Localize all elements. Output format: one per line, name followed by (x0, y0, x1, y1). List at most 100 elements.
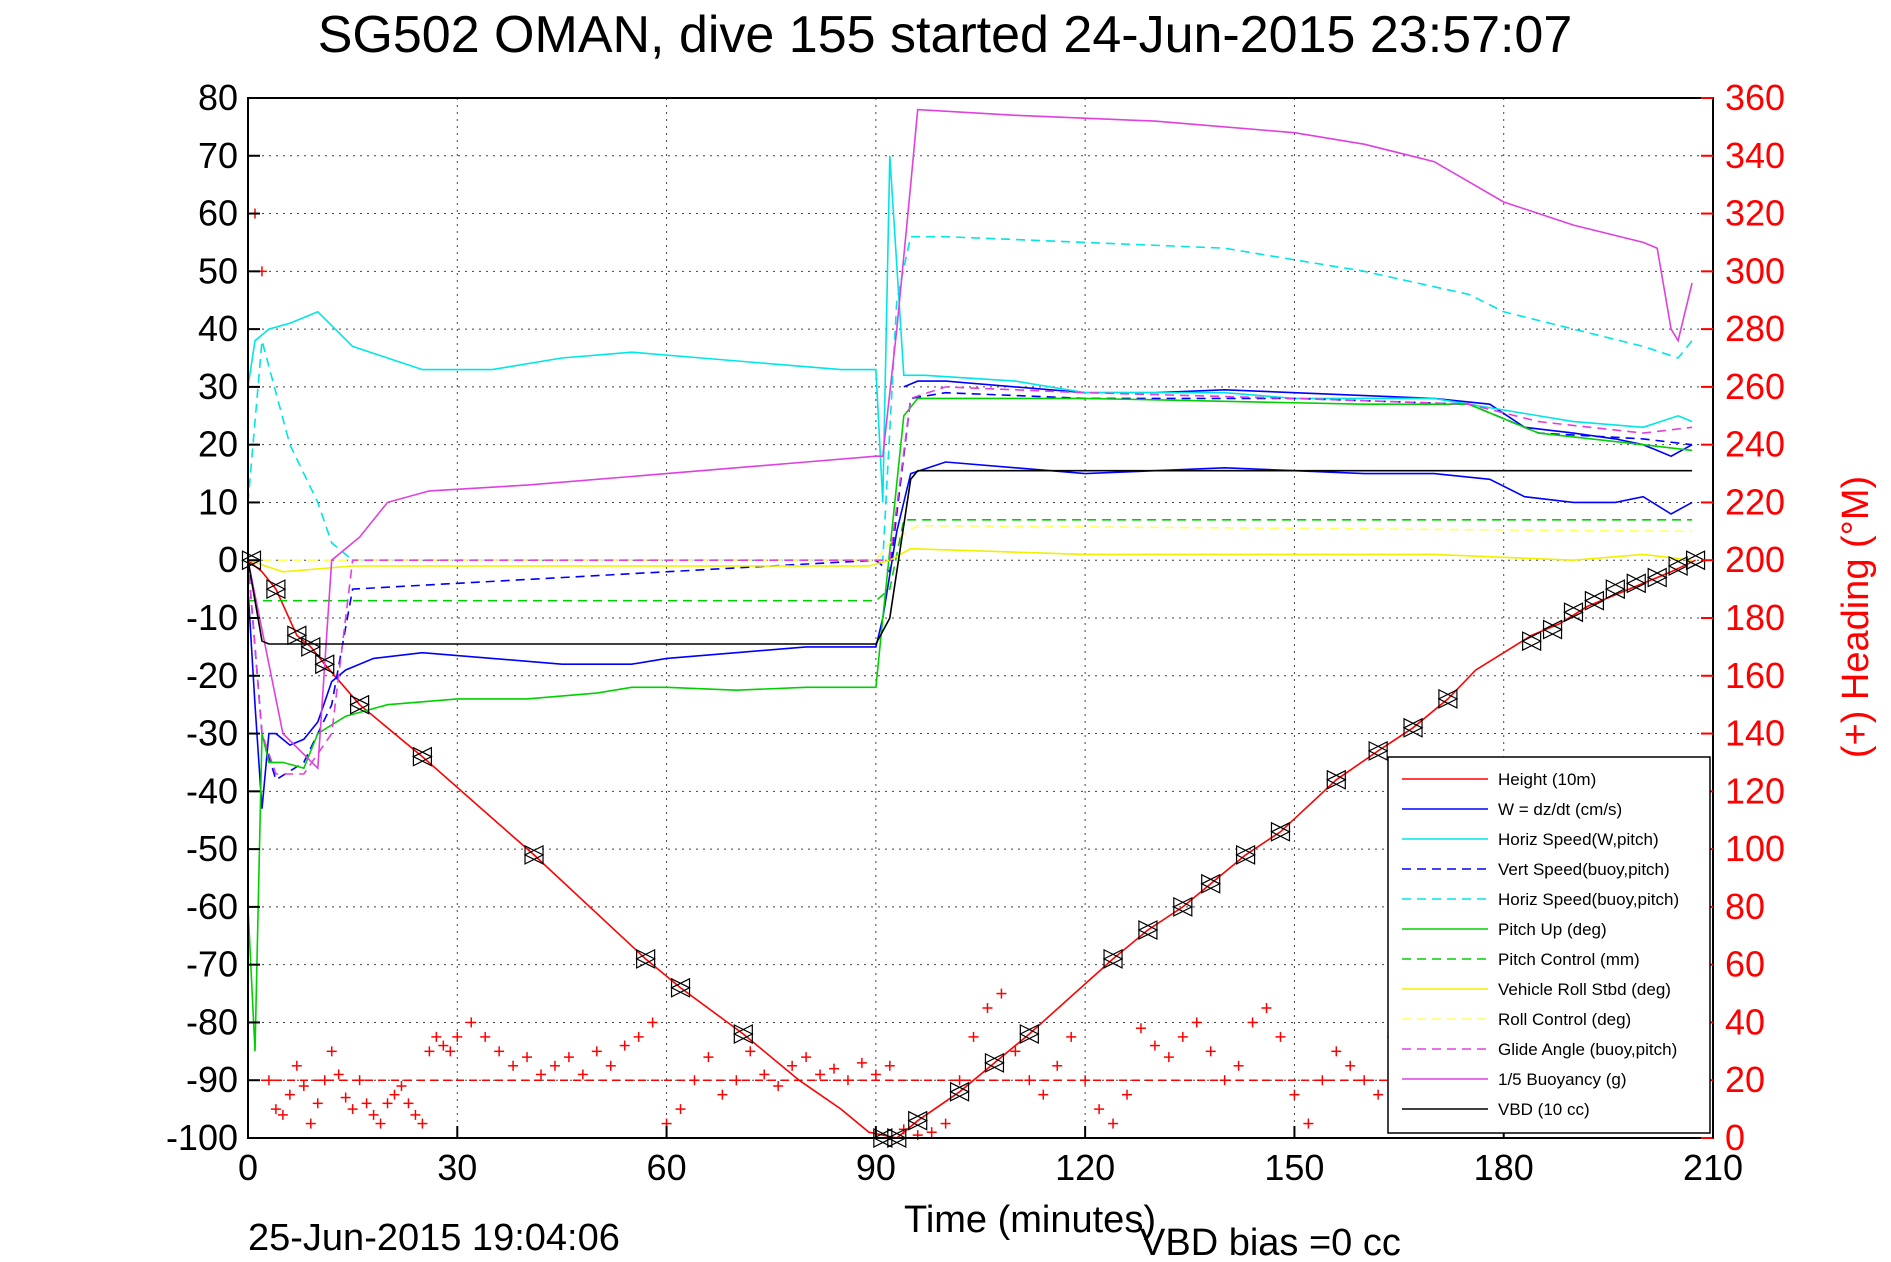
right-tick-label: 140 (1725, 713, 1785, 754)
left-tick-label: -30 (186, 713, 238, 754)
heading-point (759, 1069, 770, 1080)
heading-point (508, 1060, 519, 1071)
heading-point (647, 1017, 658, 1028)
left-tick-label: -50 (186, 828, 238, 869)
profile-marker (1604, 579, 1626, 600)
heading-point (480, 1031, 491, 1042)
legend-label: Pitch Up (deg) (1498, 920, 1607, 939)
legend-label: VBD (10 cc) (1498, 1100, 1590, 1119)
right-tick-label: 40 (1725, 1001, 1765, 1042)
left-tick-label: -10 (186, 597, 238, 638)
x-ticks: 0 30 60 90 120 150 180 210 (238, 1126, 1743, 1188)
profile-marker (349, 694, 370, 715)
heading-point (968, 1031, 979, 1042)
heading-point (1191, 1017, 1202, 1028)
right-tick-label: 280 (1725, 308, 1785, 349)
right-tick-label: 100 (1725, 828, 1785, 869)
heading-point (745, 1046, 756, 1057)
x-tick-label: 30 (437, 1147, 477, 1188)
profile-marker (523, 844, 545, 865)
profile-marker (1018, 1024, 1040, 1044)
heading-point (954, 1075, 965, 1086)
heading-point (870, 1069, 881, 1080)
series-line-horiz-speed-buoy-pitch- (247, 235, 1693, 562)
heading-point (270, 1104, 281, 1115)
heading-point (424, 1046, 435, 1057)
profile-marker (1437, 688, 1459, 709)
timestamp-footer: 25-Jun-2015 19:04:06 (248, 1217, 620, 1259)
vbd-bias-footer: VBD bias =0 cc (1140, 1222, 1401, 1262)
heading-point (494, 1046, 505, 1057)
heading-point (417, 1118, 428, 1129)
left-tick-label: 10 (198, 481, 238, 522)
heading-point (1275, 1031, 1286, 1042)
left-tick-label: 20 (198, 424, 238, 465)
left-y-ticks: 80 70 60 50 40 30 20 10 0 -10 -20 -30 -40 -50 -60 -70 -8… (166, 77, 260, 1158)
heading-point (773, 1081, 784, 1091)
right-tick-label: 20 (1725, 1059, 1765, 1100)
grid (248, 98, 1713, 1138)
left-tick-label: 40 (198, 308, 238, 349)
heading-point (675, 1104, 686, 1115)
right-y-axis-label: (+) Heading (°M) (1835, 476, 1877, 758)
right-tick-label: 0 (1725, 1117, 1745, 1158)
heading-point (389, 1089, 400, 1100)
x-tick-label: 60 (647, 1147, 687, 1188)
heading-point (1094, 1104, 1105, 1115)
legend-label: Glide Angle (buoy,pitch) (1498, 1040, 1677, 1059)
heading-point (1205, 1046, 1216, 1057)
heading-point (731, 1075, 742, 1086)
heading-point (1135, 1023, 1146, 1034)
left-tick-label: 30 (198, 366, 238, 407)
legend-label: 1/5 Buoyancy (g) (1498, 1070, 1627, 1089)
heading-point (1303, 1118, 1314, 1129)
left-tick-label: -60 (186, 886, 238, 927)
right-tick-label: 260 (1725, 366, 1785, 407)
heading-point (1108, 1118, 1119, 1129)
left-tick-label: 60 (198, 193, 238, 234)
heading-point (842, 1075, 853, 1086)
heading-point (717, 1089, 728, 1100)
right-tick-label: 160 (1725, 655, 1785, 696)
profile-marker (265, 579, 287, 600)
profile-marker (732, 1024, 754, 1044)
right-tick-label: 60 (1725, 944, 1765, 985)
heading-point (1219, 1075, 1230, 1086)
profile-marker (1521, 631, 1542, 652)
heading-point (1247, 1017, 1258, 1028)
right-tick-label: 360 (1725, 77, 1785, 118)
heading-point (1233, 1060, 1244, 1071)
profile-marker (1646, 567, 1668, 588)
profile-marker (286, 625, 308, 646)
right-tick-label: 240 (1725, 424, 1785, 465)
profile-marker (241, 550, 262, 571)
series-line-glide-angle-buoy-pitch- (247, 386, 1693, 775)
profile-marker (1584, 590, 1605, 611)
legend-label: Vehicle Roll Stbd (deg) (1498, 980, 1671, 999)
profile-marker (670, 977, 691, 998)
legend-label: Vert Speed(buoy,pitch) (1498, 860, 1670, 879)
heading-point (689, 1075, 700, 1086)
left-tick-label: -80 (186, 1001, 238, 1042)
heading-point (1122, 1089, 1132, 1100)
heading-point (361, 1098, 372, 1109)
left-tick-label: -40 (186, 770, 238, 811)
heading-point (375, 1118, 386, 1129)
profile-marker (1270, 821, 1291, 842)
x-tick-label: 150 (1264, 1147, 1324, 1188)
series-line-w-dz-dt-cm-s- (247, 461, 1693, 809)
heading-point (445, 1046, 456, 1057)
profile-marker (300, 636, 322, 657)
legend-label: Horiz Speed(buoy,pitch) (1498, 890, 1679, 909)
left-tick-label: -70 (186, 944, 238, 985)
profile-marker (1200, 873, 1222, 894)
x-tick-label: 120 (1055, 1147, 1115, 1188)
heading-point (703, 1052, 714, 1063)
heading-point (347, 1104, 358, 1115)
series-line-vbd-10-cc- (247, 469, 1693, 645)
series-line-w-dz-dt-cm-s- (903, 380, 1693, 458)
profile-marker (984, 1052, 1005, 1073)
heading-point (277, 1109, 288, 1120)
left-tick-label: 80 (198, 77, 238, 118)
